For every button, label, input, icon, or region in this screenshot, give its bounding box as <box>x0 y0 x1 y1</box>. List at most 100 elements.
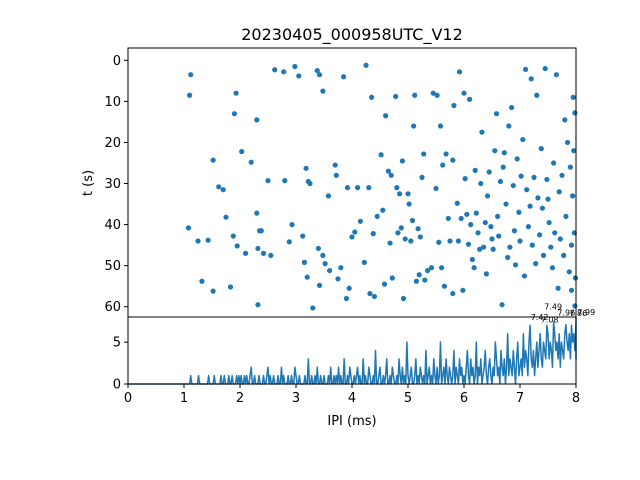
scatter-point <box>472 167 478 173</box>
scatter-point <box>462 176 468 182</box>
scatter-point <box>300 233 306 239</box>
scatter-point <box>539 205 546 211</box>
scatter-point <box>484 193 491 199</box>
scatter-point <box>187 92 193 98</box>
peak-value-label: 7.49 <box>544 302 562 311</box>
scatter-point <box>367 290 373 297</box>
scatter-point <box>562 117 568 123</box>
scatter-point <box>556 189 562 195</box>
scatter-point <box>409 217 416 224</box>
scatter-point <box>338 265 344 271</box>
scatter-point <box>482 219 488 226</box>
scatter-point <box>531 174 537 180</box>
scatter-point <box>561 252 567 258</box>
scatter-point <box>496 233 502 239</box>
scatter-point <box>437 123 444 129</box>
scatter-point <box>335 276 341 282</box>
scatter-point <box>341 74 347 80</box>
scatter-y-ticks: 0 10 20 30 40 50 60 <box>104 54 128 315</box>
scatter-point <box>436 239 442 245</box>
scatter-point <box>549 265 556 271</box>
scatter-point <box>233 90 239 96</box>
scatter-point <box>439 265 445 271</box>
scatter-point <box>363 62 369 68</box>
scatter-point <box>322 261 328 267</box>
scatter-point <box>374 213 380 219</box>
scatter-point <box>268 252 274 258</box>
scatter-point <box>443 151 449 157</box>
scatter-point <box>421 151 427 157</box>
scatter-point <box>529 242 535 248</box>
scatter-point <box>286 239 292 245</box>
scatter-point <box>500 164 506 170</box>
scatter-point <box>243 250 249 256</box>
scatter-point <box>307 180 313 187</box>
scatter-point <box>430 90 436 96</box>
scatter-point <box>516 209 522 215</box>
scatter-point <box>343 295 349 302</box>
histogram-x-ticks: 0 1 2 3 4 5 6 7 8 <box>124 384 580 406</box>
scatter-point <box>559 172 565 178</box>
scatter-point <box>195 238 201 244</box>
scatter-point <box>545 196 551 202</box>
x-tick-label: 2 <box>236 391 244 406</box>
y-tick-label: 30 <box>104 177 121 192</box>
y-tick-label: 5 <box>113 336 121 351</box>
scatter-point <box>230 233 236 239</box>
scatter-point <box>281 69 287 75</box>
scatter-point <box>544 176 550 183</box>
scatter-point <box>366 185 372 191</box>
scatter-point <box>458 215 464 222</box>
scatter-point <box>475 230 481 236</box>
scatter-point <box>234 243 240 249</box>
scatter-point <box>570 94 576 100</box>
scatter-point <box>383 113 389 119</box>
scatter-point <box>505 254 511 261</box>
scatter-point <box>445 215 451 222</box>
histogram-x-axis-label: IPI (ms) <box>327 414 376 429</box>
x-tick-label: 7 <box>516 391 524 406</box>
x-tick-label: 3 <box>292 391 300 406</box>
scatter-point <box>199 278 205 284</box>
scatter-point <box>314 67 320 74</box>
scatter-point <box>272 67 278 73</box>
scatter-point <box>301 259 307 265</box>
scatter-point <box>517 238 523 244</box>
y-tick-label: 0 <box>113 54 121 69</box>
scatter-point <box>320 88 326 94</box>
scatter-point <box>563 213 569 219</box>
scatter-point <box>503 201 509 207</box>
scatter-point <box>370 231 376 237</box>
scatter-point <box>398 225 404 231</box>
scatter-point <box>289 222 295 228</box>
scatter-point <box>406 201 412 207</box>
scatter-point <box>378 152 384 158</box>
scatter-point <box>524 187 530 193</box>
scatter-point <box>514 156 520 162</box>
peak-value-label: 7.99 <box>577 308 595 317</box>
scatter-point <box>388 172 394 178</box>
scatter-point <box>525 224 532 230</box>
scatter-point <box>387 240 393 246</box>
scatter-point <box>506 123 512 129</box>
scatter-point <box>332 162 338 168</box>
scatter-point <box>408 238 414 244</box>
scatter-point <box>551 160 557 166</box>
scatter-point <box>499 302 505 308</box>
chart-title: 20230405_000958UTC_V12 <box>241 25 463 45</box>
y-tick-label: 0 <box>113 378 121 393</box>
scatter-point <box>419 174 425 180</box>
peak-value-label: 7.08 <box>541 316 559 325</box>
scatter-point <box>468 222 474 228</box>
scatter-point <box>223 214 229 220</box>
scatter-points <box>185 62 579 311</box>
scatter-point <box>316 72 323 78</box>
scatter-point <box>361 259 367 265</box>
scatter-point <box>422 277 428 283</box>
scatter-point <box>568 287 575 293</box>
scatter-point <box>216 184 222 190</box>
scatter-panel: 0 10 20 30 40 50 60 <box>104 47 579 318</box>
x-tick-label: 8 <box>572 391 580 406</box>
scatter-point <box>478 180 484 187</box>
scatter-point <box>413 278 419 284</box>
